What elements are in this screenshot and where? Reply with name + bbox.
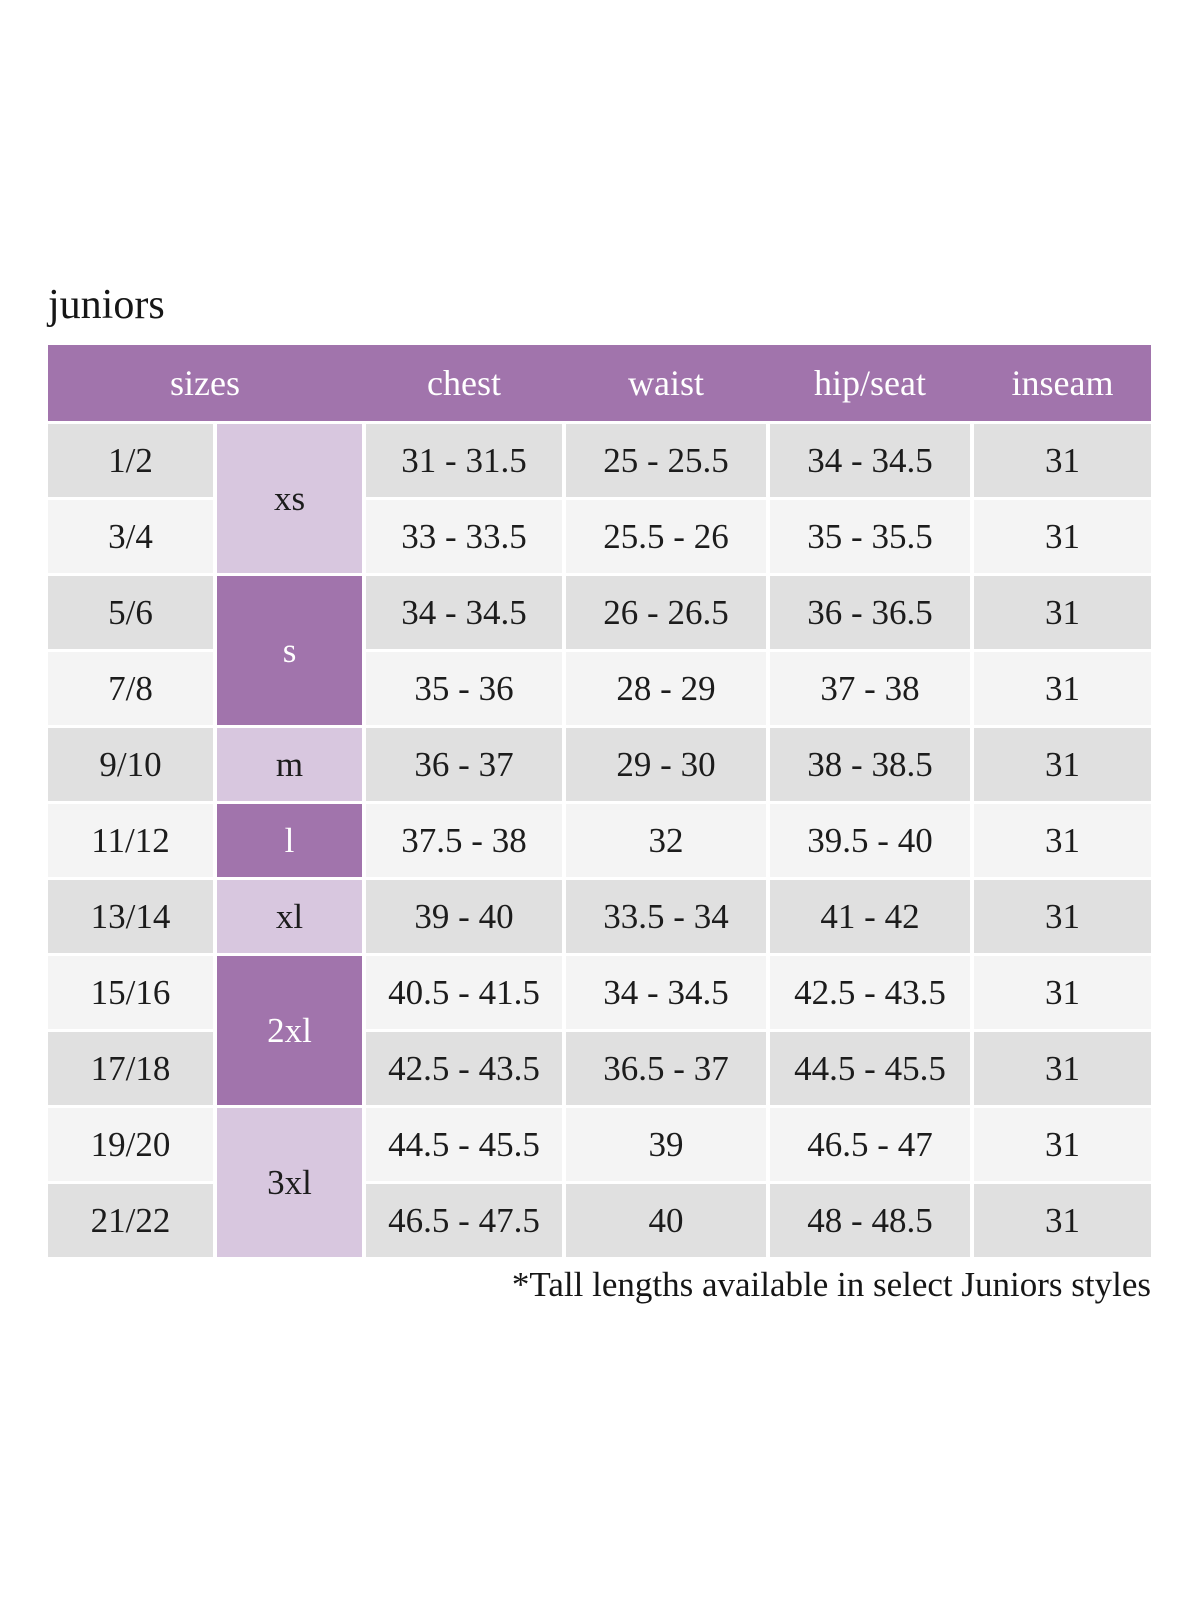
inseam-cell: 31 <box>974 728 1151 801</box>
chest-cell: 34 - 34.5 <box>366 576 562 649</box>
hip-seat-cell: 48 - 48.5 <box>770 1184 970 1257</box>
size-cell: 1/2 <box>48 424 213 497</box>
header-cell-inseam: inseam <box>1011 363 1114 403</box>
footnote: *Tall lengths available in select Junior… <box>511 1265 1151 1304</box>
size-cell: 17/18 <box>48 1032 213 1105</box>
chest-cell: 36 - 37 <box>366 728 562 801</box>
waist-cell: 29 - 30 <box>566 728 766 801</box>
header-cell-waist: waist <box>628 363 704 403</box>
size-cell: 21/22 <box>48 1184 213 1257</box>
chest-cell: 37.5 - 38 <box>366 804 562 877</box>
hip-seat-cell: 37 - 38 <box>770 652 970 725</box>
chest-cell: 31 - 31.5 <box>366 424 562 497</box>
table-body: xs s m l xl 2xl 3xl 1/2 31 - 31.5 25 - 2… <box>48 424 1151 1257</box>
chest-cell: 44.5 - 45.5 <box>366 1108 562 1181</box>
inseam-cell: 31 <box>974 804 1151 877</box>
hip-seat-cell: 41 - 42 <box>770 880 970 953</box>
header-cell-hip-seat: hip/seat <box>814 363 926 403</box>
inseam-cell: 31 <box>974 1184 1151 1257</box>
waist-cell: 33.5 - 34 <box>566 880 766 953</box>
inseam-cell: 31 <box>974 1108 1151 1181</box>
waist-cell: 34 - 34.5 <box>566 956 766 1029</box>
waist-cell: 26 - 26.5 <box>566 576 766 649</box>
hip-seat-cell: 46.5 - 47 <box>770 1108 970 1181</box>
size-cell: 9/10 <box>48 728 213 801</box>
size-cell: 15/16 <box>48 956 213 1029</box>
waist-cell: 28 - 29 <box>566 652 766 725</box>
chest-cell: 33 - 33.5 <box>366 500 562 573</box>
size-cell: 7/8 <box>48 652 213 725</box>
header-cell-sizes: sizes <box>170 363 240 403</box>
waist-cell: 32 <box>566 804 766 877</box>
waist-cell: 36.5 - 37 <box>566 1032 766 1105</box>
size-cell: 11/12 <box>48 804 213 877</box>
inseam-cell: 31 <box>974 576 1151 649</box>
hip-seat-cell: 35 - 35.5 <box>770 500 970 573</box>
table-header-row: sizes chest waist hip/seat inseam <box>48 345 1151 421</box>
waist-cell: 25.5 - 26 <box>566 500 766 573</box>
chest-cell: 46.5 - 47.5 <box>366 1184 562 1257</box>
size-table: sizes chest waist hip/seat inseam xs s m… <box>48 345 1151 1257</box>
header-cell-chest: chest <box>427 363 501 403</box>
inseam-cell: 31 <box>974 880 1151 953</box>
size-cell: 3/4 <box>48 500 213 573</box>
size-cell: 5/6 <box>48 576 213 649</box>
hip-seat-cell: 38 - 38.5 <box>770 728 970 801</box>
inseam-cell: 31 <box>974 652 1151 725</box>
hip-seat-cell: 42.5 - 43.5 <box>770 956 970 1029</box>
waist-cell: 40 <box>566 1184 766 1257</box>
page-title: juniors <box>48 282 165 328</box>
hip-seat-cell: 34 - 34.5 <box>770 424 970 497</box>
size-group-cell-2xl: 2xl <box>217 956 362 1105</box>
hip-seat-cell: 44.5 - 45.5 <box>770 1032 970 1105</box>
chest-cell: 35 - 36 <box>366 652 562 725</box>
size-group-cell-l: l <box>217 804 362 877</box>
hip-seat-cell: 39.5 - 40 <box>770 804 970 877</box>
size-group-cell-xs: xs <box>217 424 362 573</box>
chest-cell: 39 - 40 <box>366 880 562 953</box>
waist-cell: 39 <box>566 1108 766 1181</box>
inseam-cell: 31 <box>974 424 1151 497</box>
size-group-cell-m: m <box>217 728 362 801</box>
size-group-cell-s: s <box>217 576 362 725</box>
hip-seat-cell: 36 - 36.5 <box>770 576 970 649</box>
inseam-cell: 31 <box>974 1032 1151 1105</box>
chest-cell: 42.5 - 43.5 <box>366 1032 562 1105</box>
inseam-cell: 31 <box>974 956 1151 1029</box>
waist-cell: 25 - 25.5 <box>566 424 766 497</box>
inseam-cell: 31 <box>974 500 1151 573</box>
size-group-cell-xl: xl <box>217 880 362 953</box>
size-cell: 19/20 <box>48 1108 213 1181</box>
chest-cell: 40.5 - 41.5 <box>366 956 562 1029</box>
size-group-cell-3xl: 3xl <box>217 1108 362 1257</box>
size-cell: 13/14 <box>48 880 213 953</box>
